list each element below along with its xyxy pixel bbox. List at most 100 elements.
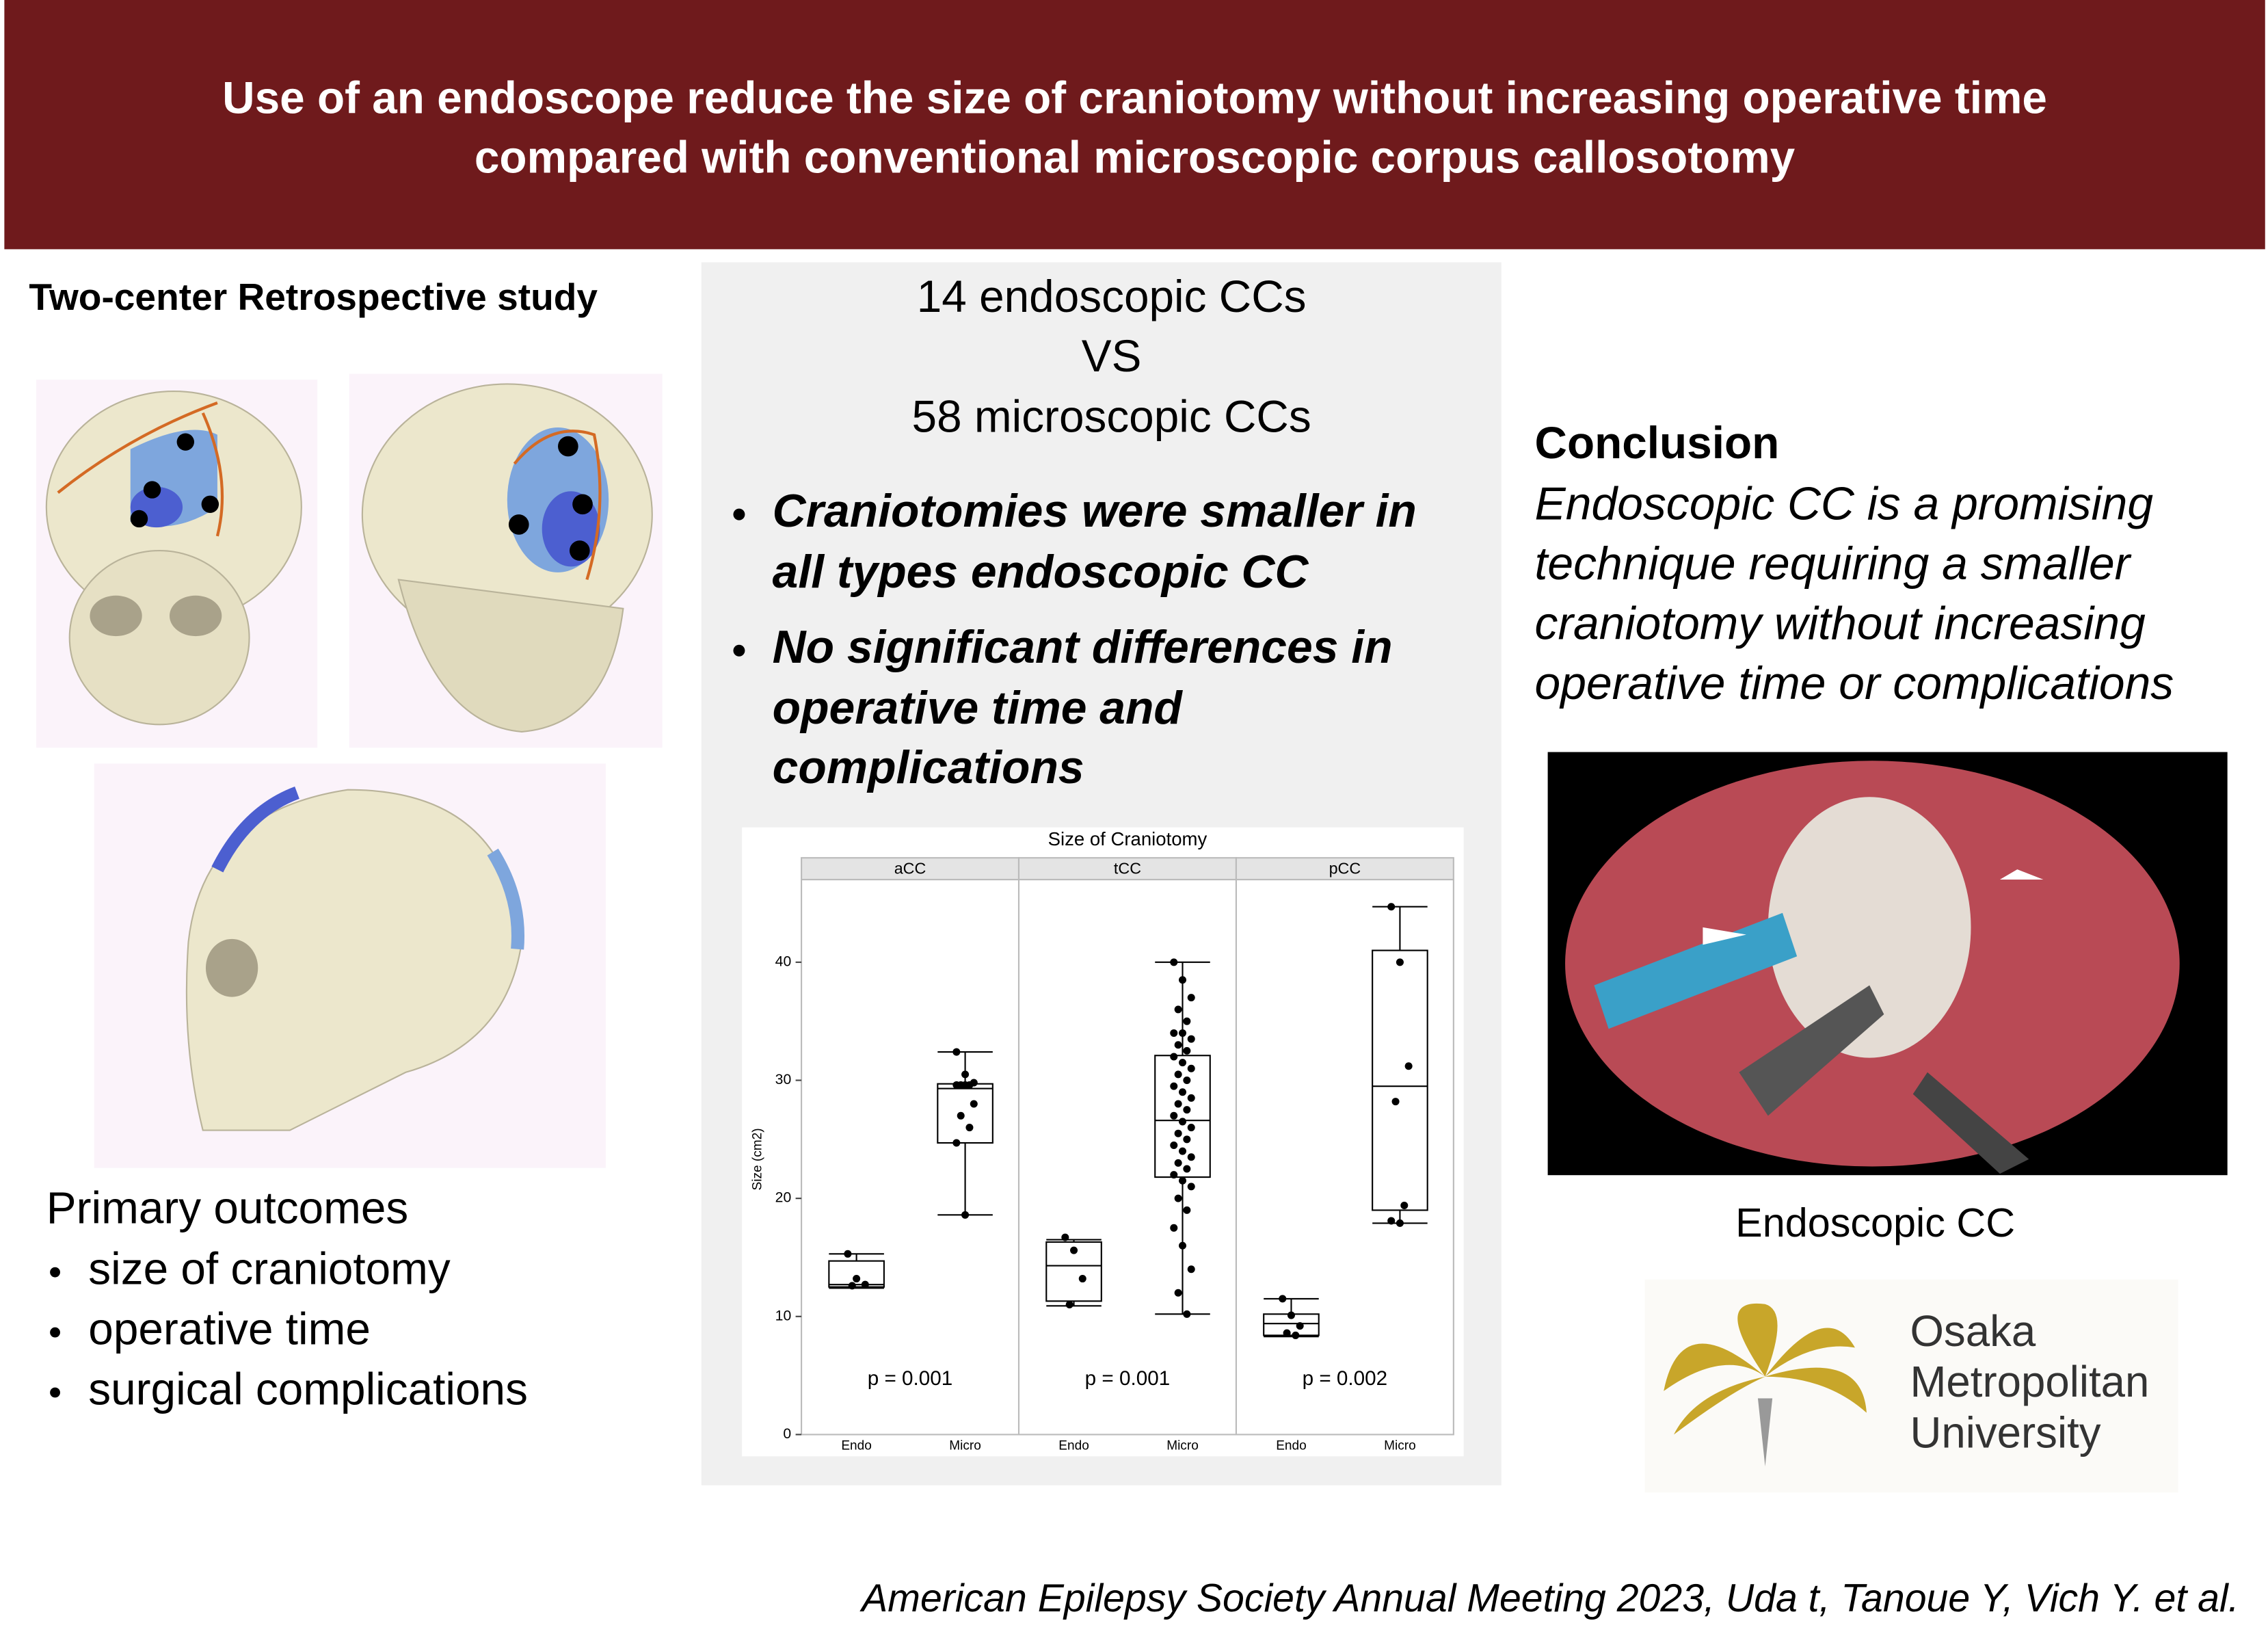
data-point <box>961 1081 970 1089</box>
data-point <box>1187 1153 1195 1161</box>
data-point <box>1174 1129 1182 1137</box>
logo-line: University <box>1910 1408 2100 1457</box>
finding-line: complications <box>773 742 1084 793</box>
data-point <box>1174 1041 1182 1049</box>
strip <box>1235 857 1454 881</box>
p-value: p = 0.002 <box>1303 1367 1388 1390</box>
title-line: Use of an endoscope reduce the size of c… <box>222 73 2047 123</box>
y-tick-label: 30 <box>775 1072 792 1087</box>
panel-label: pCC <box>1329 859 1361 877</box>
data-point <box>961 1211 970 1219</box>
data-point <box>1170 958 1178 966</box>
data-point <box>1296 1322 1304 1330</box>
conclusion-line: technique requiring a smaller <box>1535 538 2132 590</box>
image-caption: Endoscopic CC <box>1735 1200 2015 1245</box>
data-point <box>1065 1301 1073 1309</box>
y-tick-label: 10 <box>775 1308 792 1323</box>
data-point <box>1183 1310 1191 1318</box>
x-tick-label: Endo <box>1276 1438 1307 1453</box>
citation: American Epilepsy Society Annual Meeting… <box>859 1577 2239 1620</box>
logo-line: Metropolitan <box>1910 1358 2149 1406</box>
skull-top <box>349 373 663 748</box>
finding-line: No significant differences in <box>773 622 1393 673</box>
data-point <box>1183 1046 1191 1055</box>
title-line: compared with conventional microscopic c… <box>475 133 1796 183</box>
data-point <box>1170 1141 1178 1149</box>
study-label: Two-center Retrospective study <box>29 276 598 318</box>
data-point <box>844 1250 852 1258</box>
data-point <box>1283 1329 1291 1337</box>
y-tick-label: 0 <box>783 1426 791 1442</box>
comparison-line: 58 microscopic CCs <box>912 392 1311 442</box>
x-tick-label: Endo <box>841 1438 872 1453</box>
data-point <box>1174 1289 1182 1297</box>
data-point <box>1174 1194 1182 1202</box>
data-point <box>1387 903 1396 911</box>
box <box>828 1260 885 1288</box>
chart: Size of Craniotomy Size (cm2) 0 10 20 30 40 aCC… <box>751 828 1454 1453</box>
box <box>1045 1241 1102 1302</box>
data-point <box>1187 1183 1195 1191</box>
data-point <box>970 1100 978 1108</box>
box <box>1372 949 1428 1211</box>
data-point <box>1178 1176 1187 1185</box>
y-tick-label: 20 <box>775 1190 792 1206</box>
data-point <box>1178 1088 1187 1096</box>
conclusion-line: craniotomy without increasing <box>1535 598 2146 649</box>
data-point <box>861 1280 869 1289</box>
data-point <box>1070 1246 1078 1254</box>
data-point <box>1187 1094 1195 1102</box>
conclusion-heading: Conclusion <box>1535 418 1780 468</box>
bullet <box>50 1267 60 1278</box>
p-value: p = 0.001 <box>868 1367 953 1390</box>
data-point <box>1170 1053 1178 1061</box>
data-point <box>1183 1017 1191 1025</box>
data-point <box>1174 1005 1182 1014</box>
data-point <box>1187 994 1195 1002</box>
strip <box>801 857 1020 881</box>
data-point <box>1183 1206 1191 1214</box>
data-point <box>1183 1106 1191 1114</box>
data-point <box>1287 1311 1295 1319</box>
data-point <box>1183 1135 1191 1144</box>
data-point <box>957 1111 965 1120</box>
bullet <box>733 508 745 520</box>
data-point <box>1078 1275 1086 1283</box>
data-point <box>1061 1233 1069 1241</box>
data-point <box>1170 1082 1178 1090</box>
header-band <box>4 0 2265 250</box>
x-tick-label: Micro <box>949 1438 981 1453</box>
data-point <box>1183 1076 1191 1085</box>
chart-title: Size of Craniotomy <box>1048 828 1208 849</box>
bullet <box>733 644 745 657</box>
data-point <box>1187 1265 1195 1274</box>
panel-label: tCC <box>1114 859 1141 877</box>
findings-list: Craniotomies were smaller in all types en… <box>733 486 1417 793</box>
x-tick-label: Micro <box>1384 1438 1416 1453</box>
p-value: p = 0.001 <box>1085 1367 1171 1390</box>
data-point <box>848 1282 856 1290</box>
outcome-list: size of craniotomy operative time surgical… <box>50 1244 528 1414</box>
finding-line: operative time and <box>773 683 1184 734</box>
data-point <box>1170 1029 1178 1037</box>
data-point <box>952 1139 961 1147</box>
outcomes-heading: Primary outcomes <box>46 1183 408 1233</box>
data-point <box>1387 1217 1396 1225</box>
data-point <box>1292 1331 1300 1339</box>
data-point <box>1187 1064 1195 1072</box>
panel-label: aCC <box>894 859 926 877</box>
data-point <box>1396 958 1404 966</box>
y-axis-title: Size (cm2) <box>751 1128 765 1190</box>
bullet <box>50 1327 60 1338</box>
outcome-item: operative time <box>88 1304 371 1354</box>
data-point <box>952 1081 961 1089</box>
data-point <box>1183 1165 1191 1173</box>
data-point <box>1170 1171 1178 1179</box>
finding-line: Craniotomies were smaller in <box>773 486 1417 537</box>
data-point <box>853 1275 861 1283</box>
y-tick-label: 40 <box>775 953 792 969</box>
data-point <box>1174 1100 1182 1108</box>
